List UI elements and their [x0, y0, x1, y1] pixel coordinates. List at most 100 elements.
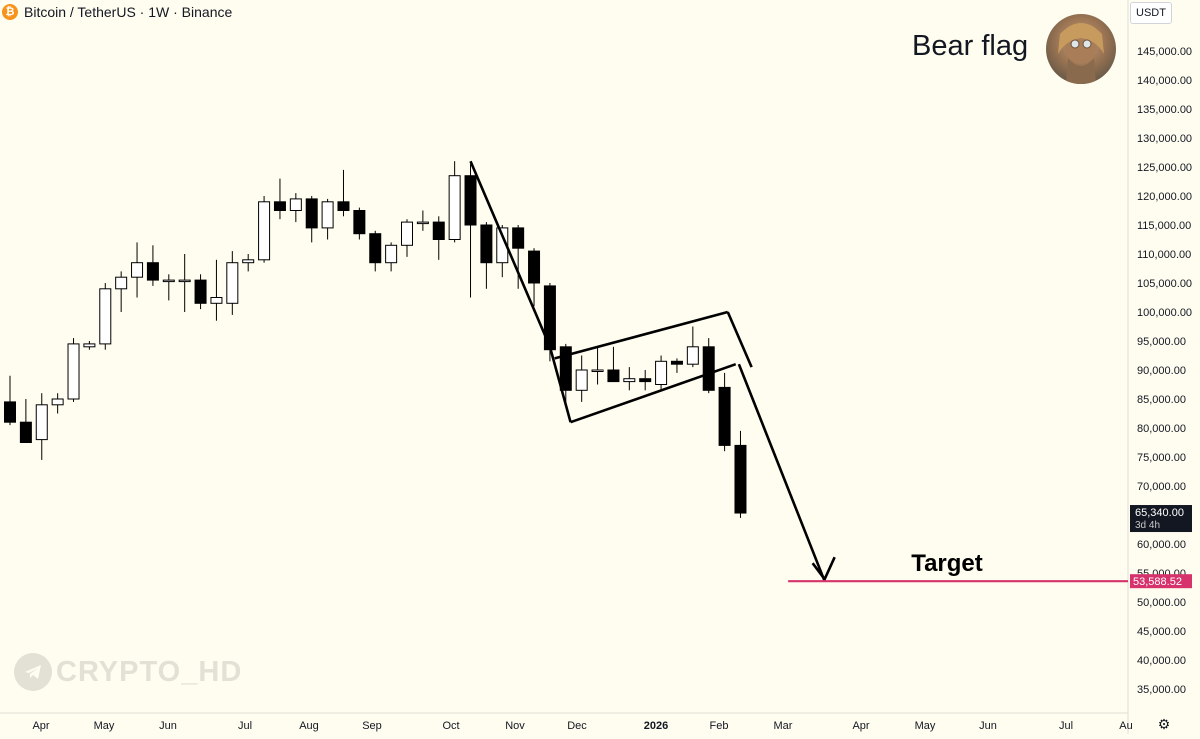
candle: [35, 393, 48, 460]
candle: [702, 338, 715, 394]
candle-body: [718, 386, 731, 446]
candle-body: [369, 233, 382, 264]
y-tick-label: 85,000.00: [1137, 394, 1186, 406]
candle-body: [178, 279, 191, 283]
candle: [369, 230, 382, 272]
x-tick-label: Mar: [774, 720, 793, 732]
candle: [559, 343, 572, 405]
candle-body: [99, 288, 112, 345]
candle-body: [289, 198, 302, 211]
candle: [146, 245, 159, 286]
y-tick-label: 90,000.00: [1137, 365, 1186, 377]
y-tick-label: 110,000.00: [1137, 249, 1191, 261]
candle-body: [464, 175, 477, 226]
y-tick-label: 135,000.00: [1137, 104, 1192, 116]
candle: [83, 341, 96, 350]
y-tick-label: 70,000.00: [1137, 481, 1186, 493]
candle-body: [575, 369, 588, 391]
candle: [670, 358, 683, 373]
pattern-line-flag-upper: [554, 310, 729, 360]
y-tick-label: 130,000.00: [1137, 133, 1192, 145]
candle: [99, 283, 112, 350]
candle: [528, 248, 541, 307]
x-tick-label: Apr: [852, 720, 869, 732]
x-tick-label: Feb: [710, 720, 729, 732]
candle-body: [512, 227, 525, 249]
candle-body: [670, 360, 683, 365]
candle: [353, 207, 366, 240]
target-label: Target: [911, 550, 983, 577]
candle: [686, 326, 699, 368]
candle-body: [559, 346, 572, 391]
candle-body: [480, 224, 493, 264]
x-tick-label: Jun: [159, 720, 177, 732]
candle: [655, 355, 668, 391]
candle-body: [83, 343, 96, 348]
candle-body: [607, 369, 620, 383]
last-price-text: 65,340.00: [1135, 507, 1184, 519]
candle: [448, 161, 461, 243]
avatar: [1046, 14, 1116, 84]
y-tick-label: 80,000.00: [1137, 423, 1186, 435]
candle: [607, 346, 620, 383]
candle: [194, 274, 207, 310]
candle: [401, 219, 413, 257]
candle-body: [4, 401, 16, 423]
candle-body: [401, 221, 413, 246]
x-tick-label: 2026: [644, 720, 668, 732]
avatar-image: [1058, 23, 1104, 84]
y-tick-label: 120,000.00: [1137, 191, 1192, 203]
candle: [464, 164, 477, 298]
candle-body: [67, 343, 80, 400]
watermark-text: CRYPTO_HD: [56, 655, 243, 688]
candle-body: [591, 369, 604, 372]
watermark: CRYPTO_HD: [14, 652, 242, 692]
x-tick-label: Sep: [362, 720, 382, 732]
candle: [432, 216, 445, 260]
y-tick-label: 125,000.00: [1137, 162, 1192, 174]
x-tick-label: Oct: [442, 720, 459, 732]
candle: [591, 346, 604, 385]
candle: [289, 193, 302, 223]
candle-body: [337, 201, 350, 212]
x-tick-label: Aug: [299, 720, 319, 732]
candle-body: [448, 175, 461, 240]
candle: [226, 251, 239, 315]
y-tick-label: 60,000.00: [1137, 539, 1186, 551]
candle-body: [639, 378, 652, 383]
candle-body: [734, 444, 747, 514]
candle: [385, 242, 398, 272]
candle: [623, 367, 636, 391]
candle: [210, 259, 223, 321]
x-tick-label: Nov: [505, 720, 525, 732]
candle: [575, 355, 588, 402]
currency-selector[interactable]: USDT: [1130, 2, 1172, 24]
pattern-line-projection: [737, 363, 826, 582]
candle-body: [162, 279, 175, 283]
candle-body: [242, 259, 255, 264]
candle-body: [226, 262, 239, 304]
y-tick-label: 95,000.00: [1137, 336, 1186, 348]
candle: [734, 430, 747, 518]
symbol-header[interactable]: ₿ Bitcoin / TetherUS · 1W · Binance: [0, 2, 232, 22]
candle-body: [131, 262, 144, 278]
arrowhead: [811, 556, 836, 581]
x-tick-label: May: [94, 720, 115, 732]
candle-body: [385, 244, 398, 264]
candle-body: [35, 404, 48, 441]
candle-body: [194, 279, 207, 304]
candle-body: [353, 210, 366, 235]
candle-body: [528, 250, 541, 284]
candle: [512, 225, 525, 289]
candle-body: [115, 276, 128, 290]
x-tick-label: Jul: [1059, 720, 1073, 732]
pattern-line-flagpole: [469, 160, 572, 423]
candle-body: [51, 398, 64, 406]
candle: [305, 196, 318, 243]
symbol-title: Bitcoin / TetherUS · 1W · Binance: [24, 4, 233, 20]
candle-body: [19, 421, 32, 444]
last-price-badge: [1130, 505, 1192, 533]
gear-icon[interactable]: ⚙: [1157, 715, 1171, 732]
candle-body: [686, 346, 699, 365]
